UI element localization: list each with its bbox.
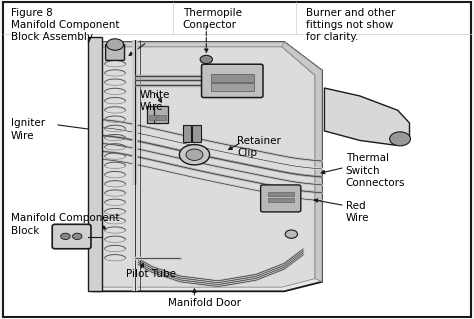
Text: Pilot Tube: Pilot Tube [126, 269, 176, 279]
FancyBboxPatch shape [182, 124, 191, 142]
FancyBboxPatch shape [155, 106, 167, 123]
Polygon shape [98, 47, 315, 287]
Circle shape [73, 233, 82, 240]
FancyBboxPatch shape [3, 2, 471, 317]
Text: Thermal
Switch
Connectors: Thermal Switch Connectors [346, 153, 405, 188]
Text: Red
Wire: Red Wire [346, 201, 369, 223]
Text: Burner and other
fittings not show
for clarity.: Burner and other fittings not show for c… [306, 8, 395, 42]
FancyBboxPatch shape [149, 115, 158, 120]
Circle shape [61, 233, 70, 240]
Polygon shape [324, 88, 410, 145]
Circle shape [179, 145, 210, 165]
FancyBboxPatch shape [88, 37, 102, 291]
Text: Thermopile
Connector: Thermopile Connector [182, 8, 242, 30]
FancyBboxPatch shape [211, 74, 254, 82]
FancyBboxPatch shape [211, 83, 254, 91]
Circle shape [107, 39, 124, 50]
Circle shape [186, 149, 203, 160]
FancyBboxPatch shape [261, 185, 301, 212]
Polygon shape [282, 42, 322, 282]
FancyBboxPatch shape [106, 44, 125, 60]
Circle shape [390, 132, 410, 146]
FancyBboxPatch shape [268, 198, 294, 202]
Text: Retainer
Clip: Retainer Clip [237, 136, 281, 158]
FancyBboxPatch shape [147, 106, 160, 123]
FancyBboxPatch shape [268, 192, 294, 196]
FancyBboxPatch shape [156, 115, 165, 120]
Text: White
Wire: White Wire [140, 90, 171, 112]
FancyBboxPatch shape [201, 64, 263, 98]
Text: Igniter
Wire: Igniter Wire [11, 118, 45, 141]
Text: Manifold Component
Block: Manifold Component Block [11, 213, 119, 236]
Polygon shape [93, 42, 322, 75]
FancyBboxPatch shape [192, 124, 201, 142]
Circle shape [285, 230, 298, 238]
Text: Figure 8
Manifold Component
Block Assembly: Figure 8 Manifold Component Block Assemb… [11, 8, 119, 42]
Polygon shape [93, 42, 322, 291]
Text: Manifold Door: Manifold Door [168, 298, 241, 308]
Circle shape [200, 55, 212, 63]
FancyBboxPatch shape [52, 224, 91, 249]
